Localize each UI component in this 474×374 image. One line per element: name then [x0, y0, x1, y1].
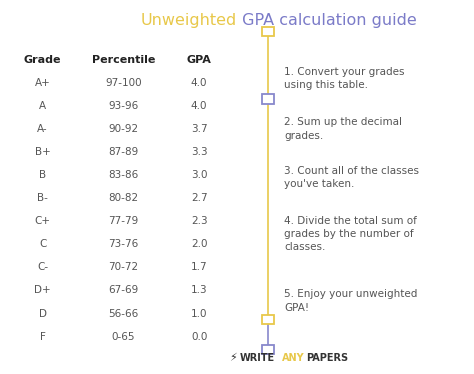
FancyBboxPatch shape — [262, 315, 274, 325]
Text: C-: C- — [37, 263, 48, 272]
Text: Grade: Grade — [24, 55, 62, 65]
Text: Percentile: Percentile — [91, 55, 155, 65]
Text: 93-96: 93-96 — [108, 101, 138, 111]
Text: 77-79: 77-79 — [108, 216, 138, 226]
Text: C: C — [39, 239, 46, 249]
Text: 1.7: 1.7 — [191, 263, 208, 272]
Text: 2.7: 2.7 — [191, 193, 208, 203]
Text: A-: A- — [37, 124, 48, 134]
Text: A+: A+ — [35, 78, 51, 88]
Text: ANY: ANY — [282, 353, 305, 363]
Text: 83-86: 83-86 — [108, 170, 138, 180]
Text: ⚡: ⚡ — [229, 353, 237, 363]
Text: 90-92: 90-92 — [108, 124, 138, 134]
Text: 1. Convert your grades
using this table.: 1. Convert your grades using this table. — [284, 67, 405, 90]
Text: A: A — [39, 101, 46, 111]
Text: 4.0: 4.0 — [191, 78, 207, 88]
FancyBboxPatch shape — [262, 345, 274, 355]
Text: 56-66: 56-66 — [108, 309, 138, 319]
Text: 87-89: 87-89 — [108, 147, 138, 157]
Text: 0.0: 0.0 — [191, 332, 207, 341]
Text: 2. Sum up the decimal
grades.: 2. Sum up the decimal grades. — [284, 117, 402, 141]
Text: 2.0: 2.0 — [191, 239, 207, 249]
Text: WRITE: WRITE — [239, 353, 274, 363]
Text: 80-82: 80-82 — [108, 193, 138, 203]
Text: 4. Divide the total sum of
grades by the number of
classes.: 4. Divide the total sum of grades by the… — [284, 215, 417, 252]
Text: 3.3: 3.3 — [191, 147, 208, 157]
Text: B-: B- — [37, 193, 48, 203]
Text: PAPERS: PAPERS — [306, 353, 348, 363]
Text: 4.0: 4.0 — [191, 101, 207, 111]
Text: 3. Count all of the classes
you've taken.: 3. Count all of the classes you've taken… — [284, 166, 419, 189]
Text: 1.3: 1.3 — [191, 285, 208, 295]
Text: 67-69: 67-69 — [108, 285, 138, 295]
Text: B: B — [39, 170, 46, 180]
Text: D+: D+ — [34, 285, 51, 295]
Text: GPA: GPA — [187, 55, 211, 65]
FancyBboxPatch shape — [262, 27, 274, 37]
Text: C+: C+ — [35, 216, 51, 226]
Text: 1.0: 1.0 — [191, 309, 207, 319]
Text: 70-72: 70-72 — [108, 263, 138, 272]
Text: 5. Enjoy your unweighted
GPA!: 5. Enjoy your unweighted GPA! — [284, 289, 418, 313]
Text: 0-65: 0-65 — [111, 332, 135, 341]
Text: 3.0: 3.0 — [191, 170, 207, 180]
Text: F: F — [40, 332, 46, 341]
Text: Unweighted: Unweighted — [141, 13, 237, 28]
Text: 97-100: 97-100 — [105, 78, 142, 88]
Text: D: D — [39, 309, 46, 319]
FancyBboxPatch shape — [262, 95, 274, 104]
Text: 3.7: 3.7 — [191, 124, 208, 134]
Text: 73-76: 73-76 — [108, 239, 138, 249]
Text: GPA calculation guide: GPA calculation guide — [237, 13, 417, 28]
Text: B+: B+ — [35, 147, 51, 157]
Text: 2.3: 2.3 — [191, 216, 208, 226]
